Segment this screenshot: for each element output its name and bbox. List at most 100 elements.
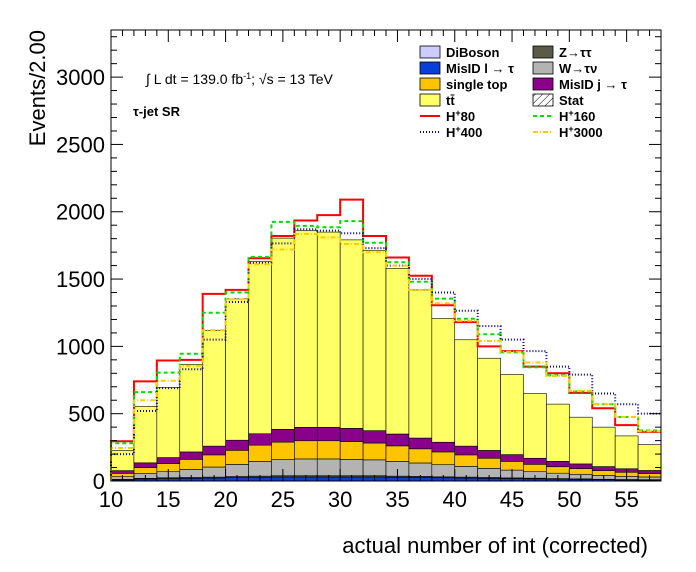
legend-swatch	[419, 61, 441, 75]
legend-label: MisID l → τ	[446, 61, 514, 76]
bar-4-3	[179, 451, 203, 460]
bar-3-7	[271, 441, 295, 460]
bar-4-21	[591, 466, 616, 471]
bar-4-14	[431, 441, 456, 453]
bar-5-5	[225, 298, 249, 441]
bar-4-12	[385, 433, 410, 447]
bar-4-4	[202, 445, 226, 456]
legend-label: H+80	[446, 108, 475, 124]
bar-5-19	[546, 403, 570, 462]
bar-5-8	[294, 230, 318, 428]
bar-4-18	[523, 457, 547, 465]
bar-4-5	[225, 439, 249, 451]
legend-label: DiBoson	[446, 45, 500, 60]
bar-4-20	[569, 463, 593, 469]
bar-5-21	[591, 426, 616, 467]
x-tick-label: 35	[385, 487, 409, 512]
bar-3-6	[248, 444, 272, 462]
x-tick-label: 10	[99, 487, 123, 512]
x-tick-label: 30	[328, 487, 352, 512]
bar-3-12	[385, 445, 410, 462]
x-axis-ticks: 10 15 20 25 30 35 40 45 50 55	[99, 30, 662, 512]
y-axis-label: Events/2.00	[25, 30, 50, 146]
bar-2-13	[408, 462, 433, 477]
bar-4-10	[339, 428, 364, 442]
stacked-bars	[110, 230, 662, 482]
x-tick-label: 25	[271, 487, 295, 512]
legend-label: Z→ττ	[559, 45, 592, 60]
y-tick-label: 2500	[56, 132, 105, 157]
bar-4-23	[637, 470, 662, 474]
bar-5-12	[385, 268, 410, 435]
bar-3-19	[546, 466, 570, 474]
bar-3-11	[362, 442, 387, 461]
bar-3-9	[316, 440, 341, 460]
legend-label: H+3000	[559, 124, 603, 140]
bar-2-10	[339, 459, 364, 477]
bar-4-9	[316, 426, 341, 442]
bar-5-18	[523, 393, 547, 459]
signal-lines	[110, 198, 661, 481]
bar-3-15	[454, 454, 478, 467]
x-axis-label: actual number of int (corrected)	[342, 533, 648, 558]
bar-2-11	[362, 459, 387, 477]
legend-label: MisID j → τ	[559, 77, 627, 92]
energy-text: ; √s = 13 TeV	[251, 71, 333, 87]
x-tick-label: 50	[557, 487, 581, 512]
bar-5-17	[500, 374, 524, 455]
bar-3-3	[179, 459, 203, 470]
legend-swatch	[419, 93, 441, 107]
legend-swatch	[419, 45, 441, 59]
legend-swatch-hatch	[532, 93, 554, 107]
bar-3-17	[500, 461, 524, 471]
bar-3-21	[591, 470, 616, 476]
x-tick-label: 40	[443, 487, 467, 512]
x-tick-label: 15	[156, 487, 180, 512]
bar-3-16	[477, 457, 501, 469]
bar-5-13	[408, 289, 433, 439]
bar-5-23	[637, 444, 662, 471]
bar-3-5	[225, 450, 249, 465]
legend-swatch	[532, 61, 554, 75]
bar-5-11	[362, 249, 387, 431]
legend-label: H+160	[559, 108, 595, 124]
luminosity-exponent: -1	[243, 71, 251, 81]
bar-3-8	[294, 440, 318, 460]
bar-4-8	[294, 426, 318, 442]
y-tick-label: 2000	[56, 200, 105, 225]
y-tick-label: 3000	[56, 65, 105, 90]
legend-swatch	[532, 45, 554, 59]
bar-4-19	[546, 461, 570, 468]
legend-label: H+400	[446, 124, 482, 140]
legend-label: single top	[446, 77, 507, 92]
luminosity-text: ∫ L dt = 139.0 fb	[145, 71, 243, 87]
x-tick-label: 20	[213, 487, 237, 512]
bar-3-1	[133, 467, 158, 474]
bar-5-22	[614, 435, 639, 470]
bar-3-13	[408, 448, 433, 464]
bar-2-9	[316, 458, 341, 477]
bar-4-7	[271, 429, 295, 443]
bar-2-5	[225, 464, 249, 477]
bar-4-16	[477, 450, 501, 459]
luminosity-label: ∫ L dt = 139.0 fb-1; √s = 13 TeV	[145, 71, 334, 87]
y-tick-label: 0	[93, 469, 105, 494]
bar-4-13	[408, 437, 433, 450]
legend-label: tt̄	[446, 93, 455, 108]
series-line-3	[110, 232, 661, 481]
legend-label: Stat	[559, 93, 584, 108]
bar-4-2	[156, 457, 181, 464]
bar-3-20	[569, 468, 593, 475]
bar-5-3	[179, 364, 203, 453]
bar-5-9	[316, 231, 341, 428]
bar-5-20	[569, 416, 593, 465]
bar-5-15	[454, 339, 478, 447]
y-tick-label: 1500	[56, 267, 105, 292]
bar-5-10	[339, 239, 364, 429]
bar-4-15	[454, 445, 478, 456]
bar-5-7	[271, 237, 295, 430]
bar-5-1	[133, 405, 158, 464]
bar-4-1	[133, 462, 158, 468]
